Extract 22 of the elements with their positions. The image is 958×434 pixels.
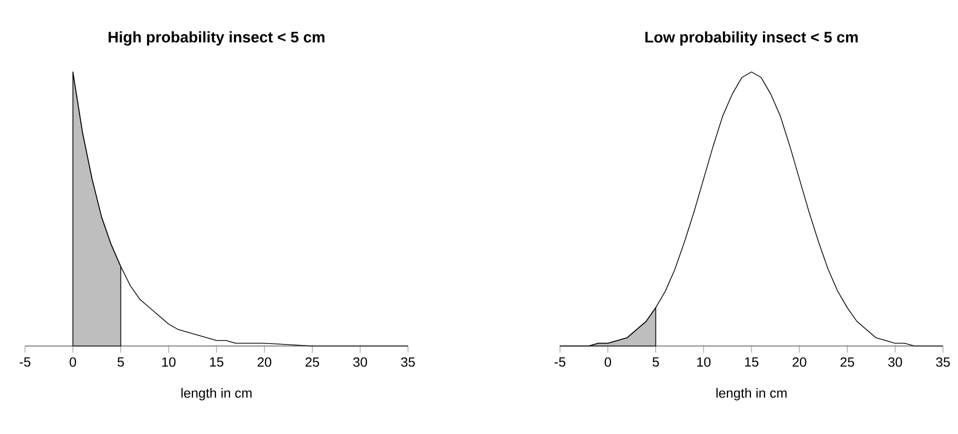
- x-tick-label: -5: [554, 357, 566, 367]
- x-tick-label: 30: [888, 357, 902, 367]
- x-tick-label: 25: [306, 357, 320, 367]
- chart-title: Low probability insect < 5 cm: [645, 31, 858, 46]
- x-axis-title: length in cm: [181, 388, 252, 400]
- x-tick-label: 5: [652, 357, 659, 367]
- x-tick-label: 15: [745, 357, 758, 367]
- x-tick-label: 15: [210, 357, 224, 367]
- x-tick-label: 0: [604, 357, 612, 367]
- x-tick-label: 20: [258, 357, 272, 367]
- x-tick-label: 30: [353, 357, 368, 367]
- chart-title: High probability insect < 5 cm: [108, 31, 324, 46]
- x-tick-label: 0: [70, 357, 76, 367]
- x-tick-label: 35: [936, 357, 950, 367]
- x-tick-label: 5: [118, 357, 124, 367]
- x-tick-label: 10: [162, 357, 176, 367]
- x-tick-label: 35: [401, 357, 415, 367]
- x-axis-title: length in cm: [716, 388, 787, 400]
- x-tick-label: 25: [840, 357, 854, 367]
- x-tick-label: 10: [697, 357, 711, 367]
- x-tick-label: 20: [792, 357, 806, 367]
- x-tick-label: -5: [20, 357, 30, 367]
